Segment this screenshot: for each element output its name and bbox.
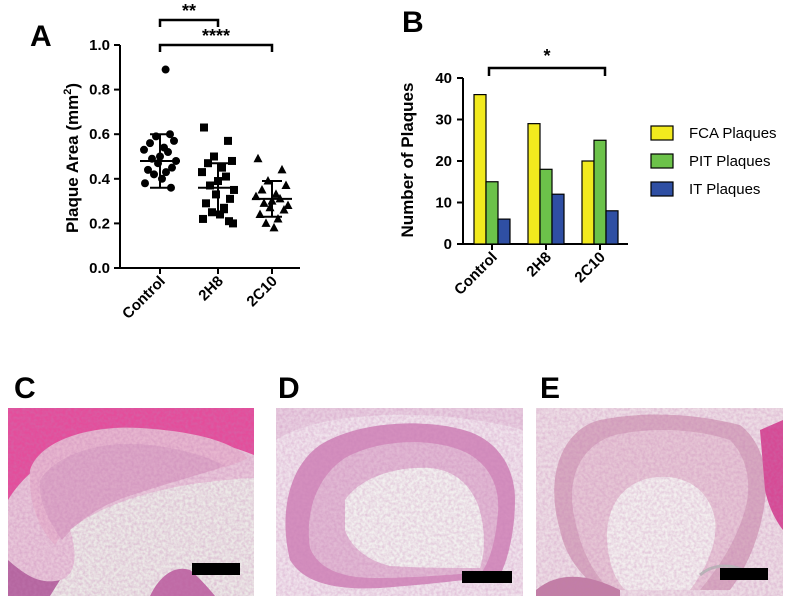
chart-a-y-tick-label: 0.4 xyxy=(89,171,111,188)
chart-b-x-tick-label: 2H8 xyxy=(523,249,554,280)
chart-a-x-tick-label: 2H8 xyxy=(195,273,226,304)
histology-image-e xyxy=(536,408,783,596)
chart-a-point-2c10 xyxy=(269,222,279,232)
chart-a-point-2h8 xyxy=(222,172,230,181)
chart-a-point-2c10 xyxy=(261,218,271,227)
chart-a-point-2c10 xyxy=(259,198,269,207)
chart-a-point-control xyxy=(162,168,170,177)
chart-a-point-2h8 xyxy=(210,152,218,161)
chart-a-point-control xyxy=(164,148,172,157)
chart-a-point-control xyxy=(141,179,149,188)
chart-b-significance-bracket xyxy=(487,66,607,76)
chart-a-point-2h8 xyxy=(220,203,228,212)
panel-label-c: C xyxy=(14,372,36,405)
chart-a-point-2h8 xyxy=(216,210,224,219)
panel-label-a: A xyxy=(30,20,52,53)
chart-b-bar-pit xyxy=(539,168,553,245)
chart-a-point-2h8 xyxy=(218,163,226,172)
chart-b-bar-fca xyxy=(581,160,595,245)
chart-a-point-2h8 xyxy=(224,136,232,145)
chart-b-x-tick-label: 2C10 xyxy=(571,249,608,286)
chart-a-point-2c10 xyxy=(273,213,283,223)
chart-a-significance-bracket xyxy=(158,18,220,27)
chart-a-point-2c10 xyxy=(257,184,267,194)
chart-b-legend-label: IT Plaques xyxy=(689,181,760,198)
chart-a-point-2h8 xyxy=(198,168,206,177)
scale-bar-d xyxy=(462,571,512,583)
chart-a-x-tick-label: Control xyxy=(119,273,169,323)
histology-image-d xyxy=(276,408,523,596)
chart-b-x-tick-label: Control xyxy=(451,249,501,299)
chart-b-bar-it xyxy=(605,210,619,245)
chart-a-point-2h8 xyxy=(226,194,234,203)
scale-bar-c xyxy=(192,563,240,575)
chart-b-bar-pit xyxy=(593,139,607,245)
chart-b-legend-swatch xyxy=(650,181,674,197)
chart-b-y-tick-label: 0 xyxy=(444,236,452,253)
chart-b-bar-pit xyxy=(485,181,499,245)
chart-b: 0 10 20 30 40 Control 2H8 2C10 * FCA Plaques PIT… xyxy=(398,46,777,299)
chart-a-y-title: Plaque Area (mm2) xyxy=(62,83,82,233)
chart-b-y-tick-label: 40 xyxy=(435,70,452,87)
chart-a-point-control xyxy=(167,183,175,192)
chart-a-y-tick-label: 0.8 xyxy=(89,82,110,99)
chart-b-legend-swatch xyxy=(650,153,674,169)
scale-bar-e xyxy=(720,568,768,580)
chart-a-point-2h8 xyxy=(229,219,237,228)
chart-b-y-title: Number of Plaques xyxy=(398,83,417,238)
chart-a-y-tick-label: 1.0 xyxy=(89,37,110,54)
chart-a-point-control xyxy=(168,163,176,172)
chart-b-significance-label: * xyxy=(543,46,550,66)
chart-a-point-2h8 xyxy=(212,190,220,199)
panel-label-e: E xyxy=(540,372,560,405)
chart-a-y-tick-label: 0.6 xyxy=(89,126,110,143)
chart-b-y-tick-label: 10 xyxy=(435,195,452,212)
chart-b-legend-label: PIT Plaques xyxy=(689,153,770,170)
chart-a-point-control xyxy=(144,165,152,174)
chart-a-point-2c10 xyxy=(279,205,289,214)
chart-a-point-2h8 xyxy=(202,199,210,208)
chart-a-point-control xyxy=(170,136,178,145)
chart-a-point-control xyxy=(161,65,170,74)
chart-b-y-tick-label: 20 xyxy=(435,153,452,170)
chart-a-point-2c10 xyxy=(253,153,263,163)
chart-b-legend-label: FCA Plaques xyxy=(689,125,777,142)
chart-a-point-2h8 xyxy=(200,123,208,132)
chart-a-y-tick-label: 0.0 xyxy=(89,260,110,277)
chart-b-legend-swatch xyxy=(650,125,674,141)
chart-b-bar-fca xyxy=(473,93,487,245)
chart-a-significance-label: **** xyxy=(202,26,230,46)
chart-a-significance-label: ** xyxy=(182,1,196,21)
panel-label-d: D xyxy=(278,372,300,405)
panel-label-b: B xyxy=(402,6,424,39)
histology-image-c xyxy=(8,408,254,596)
chart-a-point-2h8 xyxy=(206,181,214,190)
chart-a-point-2h8 xyxy=(230,185,238,194)
chart-a-point-2c10 xyxy=(277,164,287,174)
chart-a-x-tick-label: 2C10 xyxy=(243,273,280,310)
chart-a-point-2h8 xyxy=(228,156,236,165)
chart-a-point-2h8 xyxy=(199,214,207,223)
chart-a-point-control xyxy=(140,145,148,154)
chart-b-bar-fca xyxy=(527,123,541,245)
chart-a-point-control xyxy=(146,139,154,148)
chart-b-y-tick-label: 30 xyxy=(435,112,452,129)
chart-b-bar-it xyxy=(551,193,565,245)
chart-a-significance-bracket xyxy=(158,43,274,52)
chart-a-point-2c10 xyxy=(271,189,281,198)
chart-a-y-tick-label: 0.2 xyxy=(89,215,110,232)
chart-a-point-2c10 xyxy=(281,180,291,189)
chart-a-point-control xyxy=(150,170,158,179)
chart-b-bar-it xyxy=(497,218,511,245)
chart-a-point-2c10 xyxy=(283,200,293,210)
